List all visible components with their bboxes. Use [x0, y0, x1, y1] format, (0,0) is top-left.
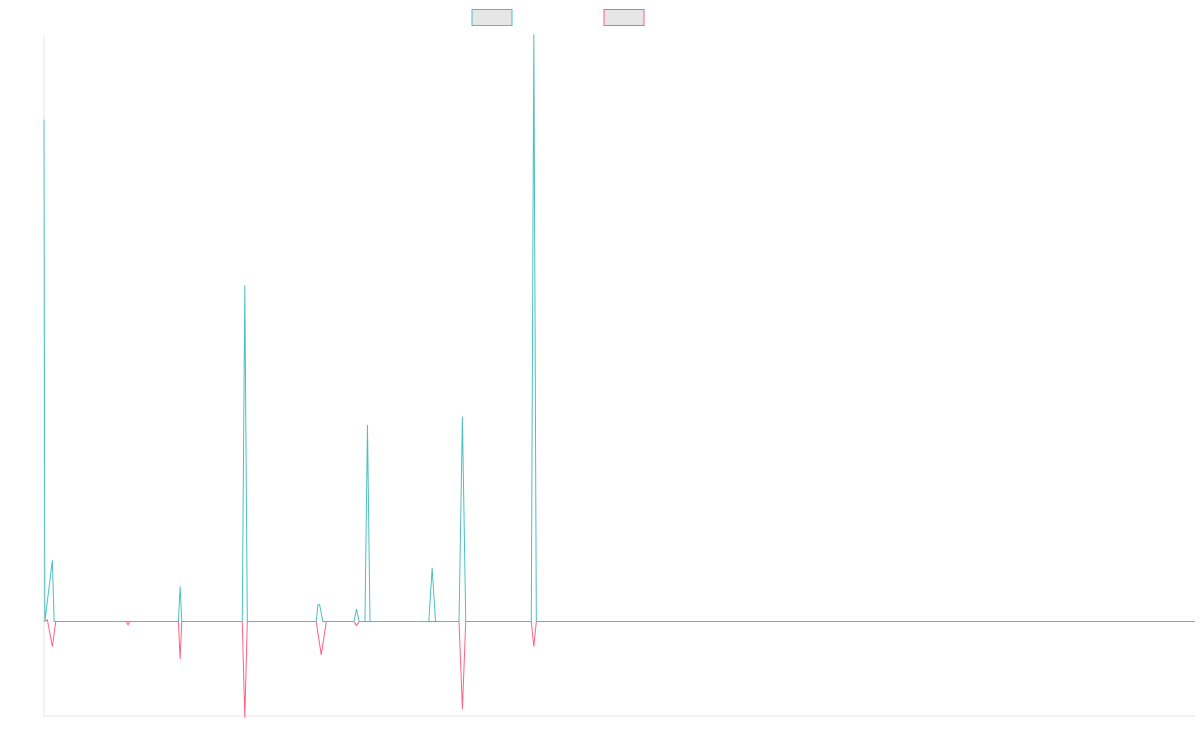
legend-swatch-1[interactable]: [471, 9, 513, 26]
series-line-teal: [43, 34, 1195, 622]
series-layer: [43, 34, 1195, 718]
legend: [471, 9, 645, 26]
series-line-red: [43, 619, 1195, 718]
legend-swatch-2[interactable]: [603, 9, 645, 26]
